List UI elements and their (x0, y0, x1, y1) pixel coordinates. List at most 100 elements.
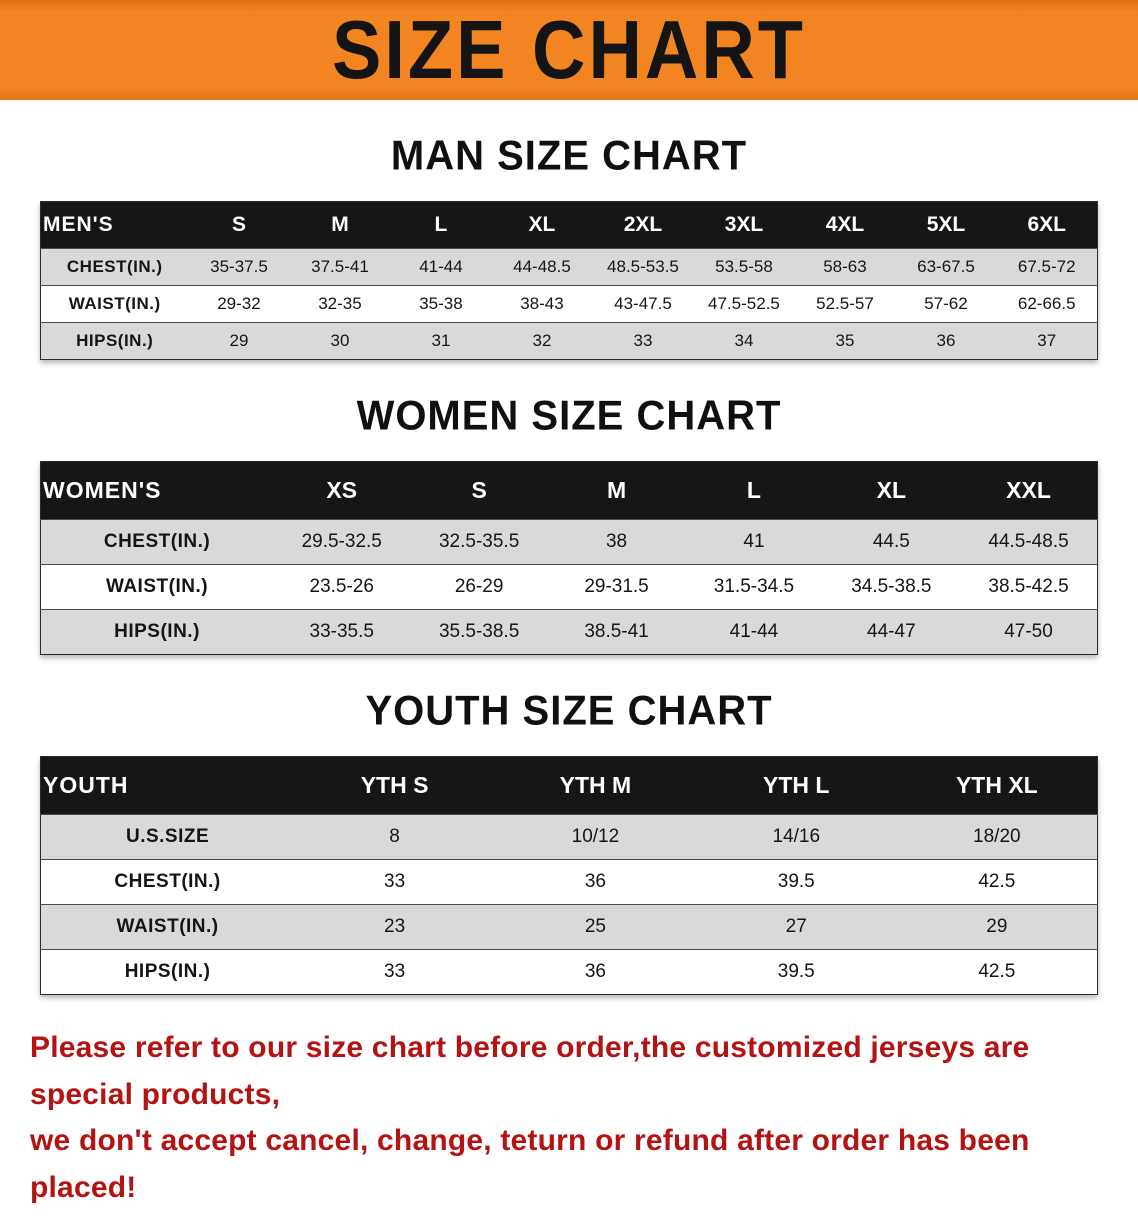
footer-note: Please refer to our size chart before or… (30, 1025, 1108, 1229)
cell-value: 36 (895, 322, 997, 360)
row-label: WAIST(IN.) (40, 904, 295, 950)
column-header: 4XL (794, 201, 896, 249)
cell-value: 8 (294, 814, 495, 860)
cell-value: 37.5-41 (289, 248, 391, 286)
cell-value: 25 (495, 904, 696, 950)
cell-value: 62-66.5 (996, 285, 1098, 323)
column-header: L (685, 461, 823, 520)
cell-value: 44-48.5 (491, 248, 593, 286)
row-label: CHEST(IN.) (40, 859, 295, 905)
column-header: S (188, 201, 290, 249)
page-title: SIZE CHART (332, 2, 806, 96)
row-label: WAIST(IN.) (40, 285, 189, 323)
cell-value: 42.5 (896, 949, 1098, 995)
cell-value: 26-29 (410, 564, 548, 610)
cell-value: 52.5-57 (794, 285, 896, 323)
cell-value: 32-35 (289, 285, 391, 323)
table-row: CHEST(IN.) 35-37.5 37.5-41 41-44 44-48.5 48.5… (40, 248, 1098, 286)
cell-value: 63-67.5 (895, 248, 997, 286)
banner: SIZE CHART (0, 0, 1138, 100)
header-row: WOMEN'S XS S M L XL XXL (40, 461, 1098, 520)
men-size-table: MEN'S S M L XL 2XL 3XL 4XL 5XL 6XL CHEST(IN.) 35-37… (40, 201, 1098, 360)
column-header: L (390, 201, 492, 249)
cell-value: 33 (592, 322, 694, 360)
row-label: CHEST(IN.) (40, 248, 189, 286)
column-header: 6XL (996, 201, 1098, 249)
column-header: YTH XL (896, 756, 1098, 815)
row-label: HIPS(IN.) (40, 322, 189, 360)
table-corner-label: WOMEN'S (40, 461, 274, 520)
column-header: 3XL (693, 201, 795, 249)
table-row: CHEST(IN.) 29.5-32.5 32.5-35.5 38 41 44.5 44.5… (40, 519, 1098, 565)
cell-value: 34.5-38.5 (822, 564, 961, 610)
cell-value: 32.5-35.5 (410, 519, 548, 565)
row-label: WAIST(IN.) (40, 564, 274, 610)
table-corner-label: YOUTH (40, 756, 295, 815)
cell-value: 43-47.5 (592, 285, 694, 323)
cell-value: 29-32 (188, 285, 290, 323)
table-row: HIPS(IN.) 33-35.5 35.5-38.5 38.5-41 41-44 44-… (40, 609, 1098, 655)
cell-value: 27 (695, 904, 897, 950)
cell-value: 29.5-32.5 (273, 519, 411, 565)
column-header: XL (491, 201, 593, 249)
cell-value: 58-63 (794, 248, 896, 286)
column-header: S (410, 461, 548, 520)
cell-value: 35 (794, 322, 896, 360)
column-header: YTH L (695, 756, 897, 815)
cell-value: 18/20 (896, 814, 1098, 860)
cell-value: 35-37.5 (188, 248, 290, 286)
cell-value: 29-31.5 (547, 564, 686, 610)
cell-value: 38.5-42.5 (960, 564, 1098, 610)
cell-value: 23.5-26 (273, 564, 411, 610)
women-section-heading: WOMEN SIZE CHART (356, 392, 782, 440)
cell-value: 10/12 (495, 814, 696, 860)
table-row: WAIST(IN.) 29-32 32-35 35-38 38-43 43-47.5 47.… (40, 285, 1098, 323)
row-label: HIPS(IN.) (40, 949, 295, 995)
cell-value: 32 (491, 322, 593, 360)
cell-value: 41-44 (685, 609, 823, 655)
cell-value: 47-50 (960, 609, 1098, 655)
column-header: M (289, 201, 391, 249)
youth-size-table-container: YOUTH YTH S YTH M YTH L YTH XL U.S.SIZE 8 10/12… (40, 756, 1098, 995)
cell-value: 30 (289, 322, 391, 360)
cell-value: 35-38 (390, 285, 492, 323)
table-row: WAIST(IN.) 23 25 27 29 (40, 904, 1098, 950)
table-corner-label: MEN'S (40, 201, 189, 249)
cell-value: 44-47 (822, 609, 961, 655)
cell-value: 34 (693, 322, 795, 360)
row-label: CHEST(IN.) (40, 519, 274, 565)
column-header: M (547, 461, 686, 520)
cell-value: 41 (685, 519, 823, 565)
cell-value: 57-62 (895, 285, 997, 323)
cell-value: 47.5-52.5 (693, 285, 795, 323)
cell-value: 36 (495, 859, 696, 905)
column-header: YTH M (495, 756, 696, 815)
youth-section-heading: YOUTH SIZE CHART (365, 687, 773, 735)
cell-value: 35.5-38.5 (410, 609, 548, 655)
cell-value: 23 (294, 904, 495, 950)
cell-value: 39.5 (695, 949, 897, 995)
header-row: MEN'S S M L XL 2XL 3XL 4XL 5XL 6XL (40, 201, 1098, 249)
cell-value: 33 (294, 949, 495, 995)
youth-size-section: YOUTH SIZE CHART YOUTH YTH S YTH M YTH L YTH… (0, 687, 1138, 995)
footer-line-1: Please refer to our size chart before or… (30, 1031, 1030, 1111)
table-row: HIPS(IN.) 33 36 39.5 42.5 (40, 949, 1098, 995)
women-size-section: WOMEN SIZE CHART WOMEN'S XS S M L XL XXL CHEST(… (0, 392, 1138, 655)
table-row: CHEST(IN.) 33 36 39.5 42.5 (40, 859, 1098, 905)
women-size-table-container: WOMEN'S XS S M L XL XXL CHEST(IN.) 29.5-32.5 32.5… (40, 461, 1098, 655)
cell-value: 48.5-53.5 (592, 248, 694, 286)
column-header: YTH S (294, 756, 495, 815)
men-size-table-container: MEN'S S M L XL 2XL 3XL 4XL 5XL 6XL CHEST(IN.) 35-37… (40, 201, 1098, 360)
cell-value: 37 (996, 322, 1098, 360)
table-row: HIPS(IN.) 29 30 31 32 33 34 35 36 37 (40, 322, 1098, 360)
cell-value: 29 (188, 322, 290, 360)
cell-value: 44.5-48.5 (960, 519, 1098, 565)
header-row: YOUTH YTH S YTH M YTH L YTH XL (40, 756, 1098, 815)
row-label: HIPS(IN.) (40, 609, 274, 655)
cell-value: 29 (896, 904, 1098, 950)
column-header: XL (822, 461, 961, 520)
cell-value: 53.5-58 (693, 248, 795, 286)
cell-value: 31 (390, 322, 492, 360)
cell-value: 33-35.5 (273, 609, 411, 655)
cell-value: 36 (495, 949, 696, 995)
